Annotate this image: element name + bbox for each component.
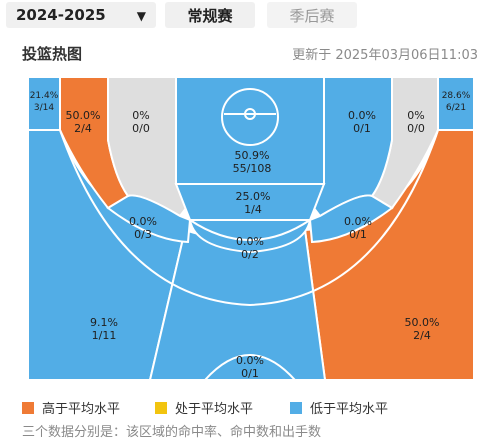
zone-mid-right-wing-count: 0/1 <box>353 122 371 135</box>
legend-swatch <box>155 401 167 414</box>
zone-deep-center-count: 0/1 <box>241 367 259 380</box>
zone-mid-right-base-count: 0/0 <box>407 122 425 135</box>
zone-top-key-pct: 0.0% <box>236 235 264 248</box>
heatmap-title: 投篮热图 <box>22 45 83 63</box>
legend-item-average: 处于平均水平 <box>155 398 253 417</box>
zone-elbow-left-pct: 0.0% <box>129 215 157 228</box>
zone-elbow-right-count: 0/1 <box>349 228 367 241</box>
legend-item-above-average: 高于平均水平 <box>22 398 120 417</box>
zone-three-right-count: 2/4 <box>413 329 431 342</box>
zone-elbow-right <box>308 194 394 244</box>
zone-mid-right-wing-pct: 0.0% <box>348 109 376 122</box>
zone-corner-left-count: 3/14 <box>34 103 54 113</box>
legend-item-below-average: 低于平均水平 <box>290 398 388 417</box>
top-bar: 2024-2025 ▼ 常规赛 季后赛 <box>0 0 500 34</box>
zone-mid-left-base-pct: 50.0% <box>66 109 101 122</box>
zone-mid-left-wing-count: 0/0 <box>132 122 150 135</box>
update-timestamp: 更新于 2025年03月06日11:03 <box>292 48 478 63</box>
zone-paint-pct: 50.9% <box>235 149 270 162</box>
zone-corner-right-pct: 28.6% <box>442 91 471 101</box>
legend: 高于平均水平 处于平均水平 低于平均水平 <box>22 398 492 418</box>
zone-top-key <box>188 219 312 254</box>
tab-regular-season[interactable]: 常规赛 <box>165 2 255 28</box>
chevron-down-icon: ▼ <box>136 9 146 23</box>
season-selector[interactable]: 2024-2025 ▼ <box>6 2 156 28</box>
legend-label: 处于平均水平 <box>175 402 254 417</box>
zone-free-throw-count: 1/4 <box>244 203 262 216</box>
footnote: 三个数据分别是：该区域的命中率、命中数和出手数 <box>22 425 322 440</box>
zone-mid-right-base-pct: 0% <box>407 109 424 122</box>
legend-swatch <box>290 401 302 414</box>
zone-paint-count: 55/108 <box>233 162 272 175</box>
zone-elbow-left <box>106 194 192 244</box>
legend-label: 高于平均水平 <box>42 402 121 417</box>
zone-corner-right-count: 6/21 <box>446 103 466 113</box>
zone-mid-left-wing-pct: 0% <box>132 109 149 122</box>
zone-top-key-count: 0/2 <box>241 248 259 261</box>
zone-free-throw-pct: 25.0% <box>236 190 271 203</box>
zone-paint <box>175 76 325 185</box>
zone-three-right-pct: 50.0% <box>405 316 440 329</box>
zone-three-left-count: 1/11 <box>92 329 117 342</box>
zone-mid-left-base-count: 2/4 <box>74 122 92 135</box>
zone-deep-center-pct: 0.0% <box>236 354 264 367</box>
season-label: 2024-2025 <box>16 6 106 24</box>
legend-swatch <box>22 401 34 414</box>
zone-elbow-left-count: 0/3 <box>134 228 152 241</box>
zone-corner-left <box>27 76 61 131</box>
shot-heatmap-court: 21.4% 3/14 28.6% 6/21 50.0% 2/4 0% 0/0 0… <box>26 75 476 381</box>
tab-playoffs[interactable]: 季后赛 <box>267 2 357 28</box>
legend-label: 低于平均水平 <box>310 402 389 417</box>
zone-elbow-right-pct: 0.0% <box>344 215 372 228</box>
zone-corner-right <box>437 76 475 131</box>
zone-three-left-pct: 9.1% <box>90 316 118 329</box>
zone-corner-left-pct: 21.4% <box>30 91 59 101</box>
